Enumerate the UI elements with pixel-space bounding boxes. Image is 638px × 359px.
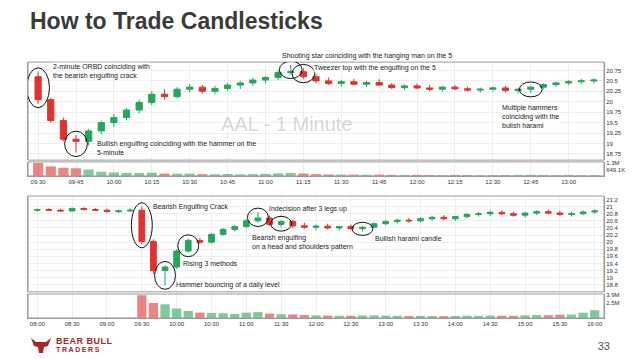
svg-text:Shooting star coinciding with: Shooting star coinciding with the hangin… [282,52,452,60]
svg-text:Rising 3 methods: Rising 3 methods [183,260,238,268]
svg-text:10:00: 10:00 [169,321,185,327]
svg-text:09:45: 09:45 [68,179,84,185]
svg-text:11:30: 11:30 [334,179,349,185]
svg-text:20.25: 20.25 [606,88,622,94]
svg-text:10:30: 10:30 [182,179,198,185]
svg-text:3.9M: 3.9M [606,292,619,298]
svg-text:12:00: 12:00 [410,179,426,185]
svg-text:20: 20 [606,239,613,245]
svg-text:13:30: 13:30 [413,321,429,327]
svg-text:19.25: 19.25 [606,130,622,136]
html-text:33: 33 [597,340,610,352]
svg-text:20.8: 20.8 [606,211,618,217]
svg-text:Bearish engulfingon a head and: Bearish engulfingon a head and shoulders… [252,234,353,251]
svg-text:21: 21 [606,204,613,210]
svg-text:20.4: 20.4 [606,225,618,231]
svg-text:19.8: 19.8 [606,246,618,252]
svg-text:15:00: 15:00 [518,321,534,327]
svg-text:Multiple hammerscoinciding wit: Multiple hammerscoinciding with thebulis… [502,104,559,129]
svg-text:09:30: 09:30 [31,179,47,185]
svg-text:19: 19 [606,275,613,281]
svg-text:Bearish Engulfing Crack: Bearish Engulfing Crack [153,203,229,211]
svg-text:Tweezer top with the engulfing: Tweezer top with the engulfing on the 5 [314,64,436,72]
svg-text:12:00: 12:00 [308,321,324,327]
html-text:How to Trade Candlesticks: How to Trade Candlesticks [30,8,323,34]
svg-text:10:45: 10:45 [220,179,236,185]
html-text:TRADERS: TRADERS [56,346,101,353]
svg-text:08:00: 08:00 [30,321,46,327]
svg-text:1.3M: 1.3M [606,160,619,166]
svg-text:11:00: 11:00 [239,321,254,327]
svg-text:11:30: 11:30 [274,321,289,327]
svg-text:Hammer bouncing of a daily lev: Hammer bouncing of a daily level [176,281,280,289]
svg-text:18.75: 18.75 [606,151,622,157]
svg-text:19.6: 19.6 [606,253,618,259]
svg-text:18.8: 18.8 [606,282,618,288]
svg-text:649.1K: 649.1K [606,167,625,173]
svg-text:08:30: 08:30 [65,321,81,327]
svg-text:Bullish harami candle: Bullish harami candle [375,235,442,242]
svg-text:21.2: 21.2 [606,197,618,203]
svg-text:19.75: 19.75 [606,109,622,115]
svg-text:20.2: 20.2 [606,232,618,238]
svg-text:10:00: 10:00 [106,179,122,185]
svg-text:11:15: 11:15 [296,179,311,185]
svg-text:2-minute ORBD coinciding witht: 2-minute ORBD coinciding withthe bearish… [53,63,150,80]
svg-text:20.5: 20.5 [606,78,618,84]
svg-text:10:15: 10:15 [144,179,160,185]
svg-text:12:15: 12:15 [447,179,463,185]
svg-text:13:00: 13:00 [378,321,394,327]
svg-text:12:30: 12:30 [485,179,501,185]
svg-text:10:30: 10:30 [204,321,220,327]
svg-text:20: 20 [606,99,613,105]
svg-text:15:30: 15:30 [552,321,568,327]
svg-text:19.2: 19.2 [606,268,618,274]
svg-text:20.6: 20.6 [606,218,618,224]
svg-text:19: 19 [606,141,613,147]
svg-text:Bullish engulfing coinciding w: Bullish engulfing coinciding with the ha… [97,140,256,156]
html-text:BEAR BULL: BEAR BULL [56,336,113,346]
svg-text:11:45: 11:45 [372,179,387,185]
svg-text:2.5M: 2.5M [606,300,619,306]
svg-text:14:30: 14:30 [483,321,499,327]
svg-text:AAL - 1 Minute: AAL - 1 Minute [221,113,353,135]
svg-text:14:00: 14:00 [448,321,464,327]
svg-text:20.75: 20.75 [606,68,622,74]
svg-text:16:00: 16:00 [587,321,603,327]
svg-text:11:00: 11:00 [258,179,273,185]
svg-text:09:00: 09:00 [99,321,115,327]
svg-text:12:30: 12:30 [343,321,359,327]
svg-text:19.5: 19.5 [606,120,618,126]
svg-text:09:30: 09:30 [134,321,150,327]
svg-text:12:45: 12:45 [523,179,539,185]
svg-text:13:00: 13:00 [561,179,577,185]
svg-text:19.4: 19.4 [606,261,618,267]
svg-text:Indecision after 3 legs up: Indecision after 3 legs up [269,205,347,213]
